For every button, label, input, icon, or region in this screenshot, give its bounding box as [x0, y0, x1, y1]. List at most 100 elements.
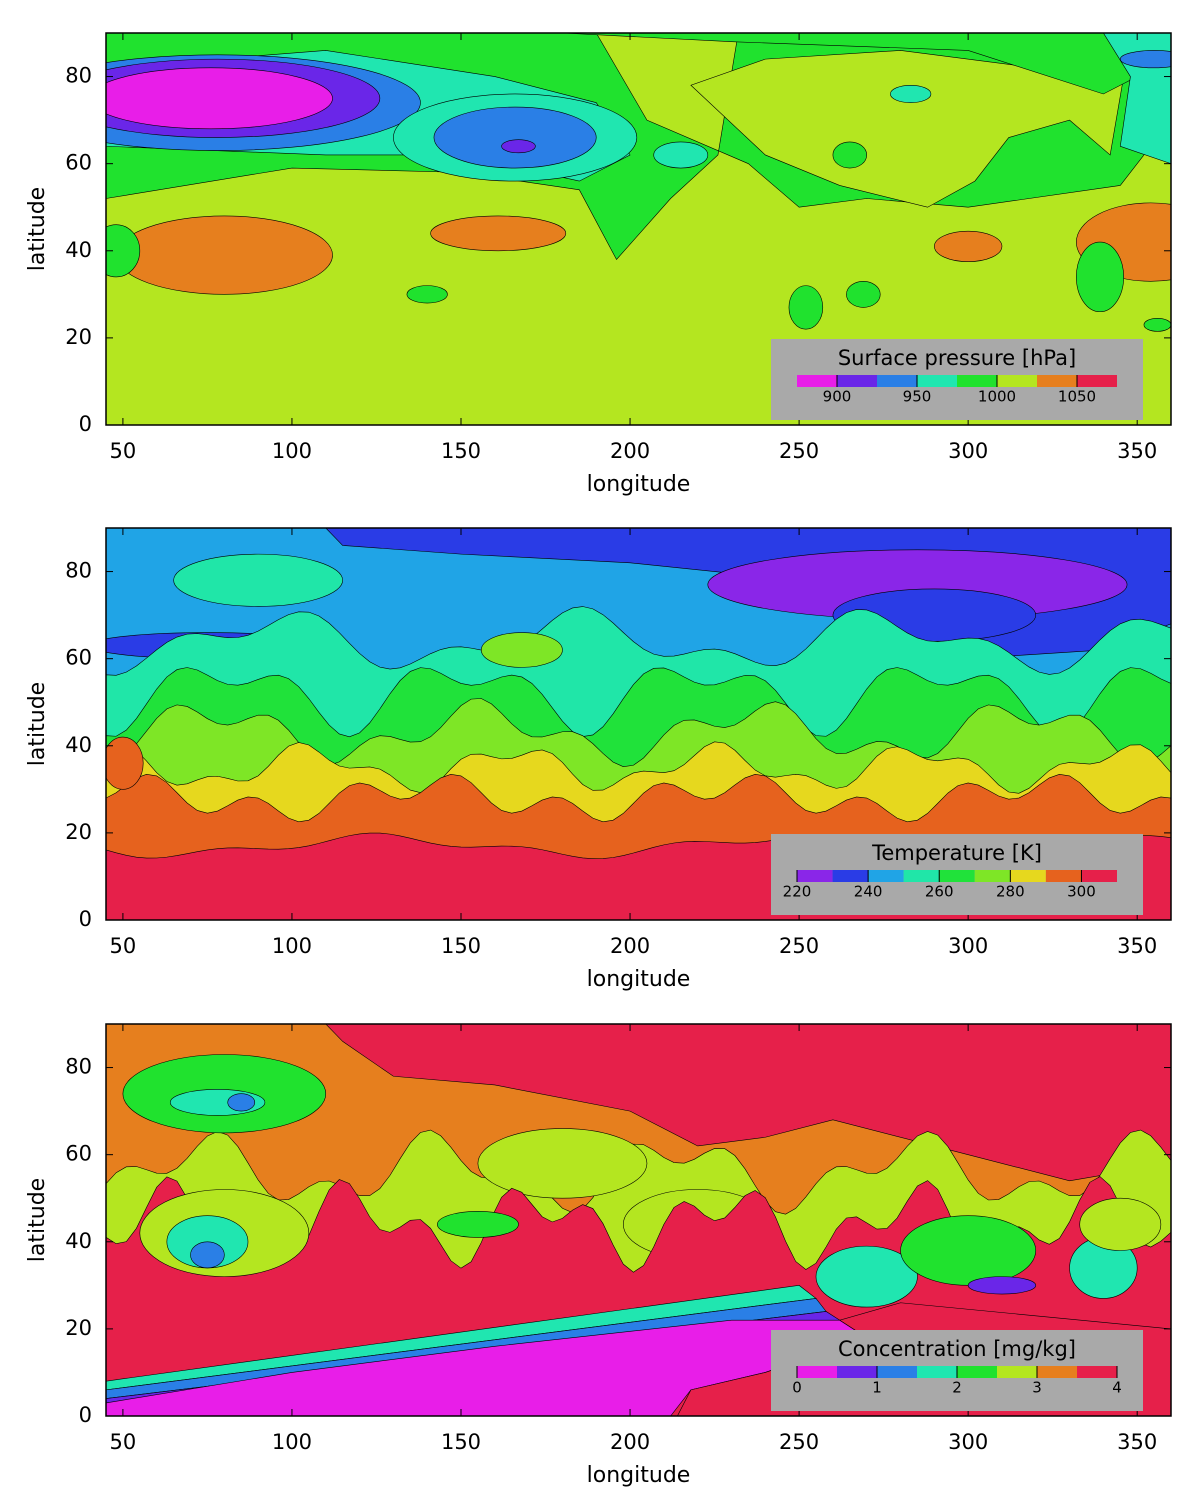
- contour-region: [501, 139, 536, 154]
- contour-region: [934, 230, 1003, 262]
- colorbar-segment: [837, 1366, 877, 1378]
- contour-field: [106, 33, 1171, 425]
- colorbar-segment: [1037, 375, 1077, 387]
- legend-title: Surface pressure [hPa]: [838, 346, 1076, 370]
- y-tick-label: 40: [65, 1229, 92, 1253]
- colorbar-segment: [877, 375, 917, 387]
- legend-title: Concentration [mg/kg]: [838, 1337, 1076, 1361]
- contour-region: [106, 67, 333, 130]
- contour-region: [106, 736, 144, 790]
- y-tick-label: 20: [65, 820, 92, 844]
- y-tick-label: 0: [79, 907, 92, 931]
- colorbar-segment: [797, 870, 833, 882]
- contour-region: [406, 285, 448, 304]
- colorbar-tick-label: 260: [925, 883, 954, 901]
- colorbar-segment: [957, 1366, 997, 1378]
- y-tick-label: 80: [65, 64, 92, 88]
- colorbar-segment: [997, 1366, 1037, 1378]
- colorbar-tick-label: 3: [1032, 1379, 1042, 1397]
- colorbar-tick-label: 1: [872, 1379, 882, 1397]
- colorbar-segment: [1045, 870, 1082, 882]
- y-tick-label: 40: [65, 238, 92, 262]
- x-tick-label: 100: [272, 1430, 312, 1454]
- x-tick-label: 50: [110, 439, 137, 463]
- x-tick-label: 300: [948, 439, 988, 463]
- plot-frame: [105, 1023, 1172, 1417]
- plot-frame: [105, 527, 1172, 921]
- y-tick-label: 80: [65, 559, 92, 583]
- contour-region: [1076, 241, 1124, 313]
- y-tick-label: 20: [65, 1316, 92, 1340]
- x-tick-label: 150: [441, 934, 481, 958]
- contour-region: [653, 141, 709, 169]
- contour-region: [900, 1215, 1037, 1286]
- colorbar-segment: [1081, 870, 1117, 882]
- x-axis-label: longitude: [587, 1463, 691, 1488]
- contour-region: [190, 1241, 225, 1269]
- y-tick-label: 80: [65, 1055, 92, 1079]
- x-tick-label: 150: [441, 439, 481, 463]
- contour-region: [788, 285, 824, 330]
- colorbar-segment: [1077, 1366, 1117, 1378]
- colorbar-segment: [832, 870, 869, 882]
- y-tick-label: 40: [65, 733, 92, 757]
- contour-region: [562, 33, 1171, 95]
- y-axis-label: latitude: [25, 187, 50, 271]
- y-tick-label: 60: [65, 646, 92, 670]
- x-tick-label: 200: [610, 934, 650, 958]
- x-axis-label: longitude: [587, 472, 691, 497]
- contour-region: [477, 1128, 648, 1199]
- colorbar-tick-label: 220: [783, 883, 812, 901]
- x-tick-label: 350: [1117, 934, 1157, 958]
- x-tick-label: 300: [948, 934, 988, 958]
- colorbar-tick-label: 0: [792, 1379, 802, 1397]
- colorbar-tick-label: 240: [854, 883, 883, 901]
- contour-region: [1143, 317, 1171, 332]
- contour-region: [325, 1024, 1171, 1182]
- colorbar-tick-label: 1000: [978, 388, 1016, 406]
- colorbar-segment: [1037, 1366, 1077, 1378]
- plot-frame: [105, 32, 1172, 426]
- colorbar-segment: [939, 870, 975, 882]
- colorbar-segment: [957, 375, 997, 387]
- colorbar-tick-label: 300: [1067, 883, 1096, 901]
- y-tick-label: 20: [65, 325, 92, 349]
- legend-title: Temperature [K]: [871, 841, 1042, 865]
- colorbar-segment: [797, 375, 837, 387]
- colorbar-segment: [797, 1366, 837, 1378]
- y-tick-label: 60: [65, 1142, 92, 1166]
- x-tick-label: 250: [779, 439, 819, 463]
- x-tick-label: 50: [110, 1430, 137, 1454]
- y-axis-label: latitude: [25, 682, 50, 766]
- contour-region: [967, 1276, 1037, 1295]
- colorbar-segment: [1077, 375, 1117, 387]
- x-tick-label: 350: [1117, 439, 1157, 463]
- contour-region: [106, 224, 141, 278]
- contour-region: [815, 1245, 918, 1308]
- colorbar-tick-label: 4: [1112, 1379, 1122, 1397]
- colorbar-segment: [877, 1366, 917, 1378]
- colorbar-tick-label: 280: [996, 883, 1025, 901]
- contour-region: [1079, 1197, 1162, 1251]
- x-tick-label: 100: [272, 439, 312, 463]
- x-tick-label: 150: [441, 1430, 481, 1454]
- contour-panel: 50 100 150 200 250 300 350 0 20 40 60 80 longitude la…: [25, 527, 1172, 992]
- contour-region: [846, 280, 881, 308]
- contour-region: [437, 1210, 519, 1238]
- colorbar-segment: [974, 870, 1011, 882]
- contour-region: [227, 1093, 256, 1112]
- colorbar-segment: [868, 870, 904, 882]
- colorbar-tick-label: 2: [952, 1379, 962, 1397]
- colorbar-segment: [997, 375, 1037, 387]
- contour-region: [890, 84, 932, 103]
- x-tick-label: 250: [779, 1430, 819, 1454]
- contour-region: [115, 215, 333, 295]
- contour-region: [480, 632, 563, 668]
- y-tick-label: 0: [79, 1403, 92, 1427]
- x-tick-label: 350: [1117, 1430, 1157, 1454]
- contour-region: [433, 106, 597, 169]
- contour-panel: 50 100 150 200 250 300 350 0 20 40 60 80 longitude la…: [25, 32, 1172, 497]
- contour-region: [1119, 50, 1171, 69]
- colorbar-segment: [1010, 870, 1046, 882]
